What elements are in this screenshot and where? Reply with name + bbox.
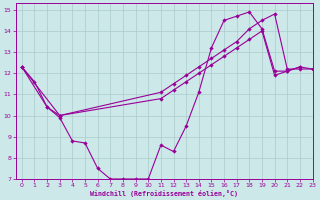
X-axis label: Windchill (Refroidissement éolien,°C): Windchill (Refroidissement éolien,°C) [90,190,238,197]
